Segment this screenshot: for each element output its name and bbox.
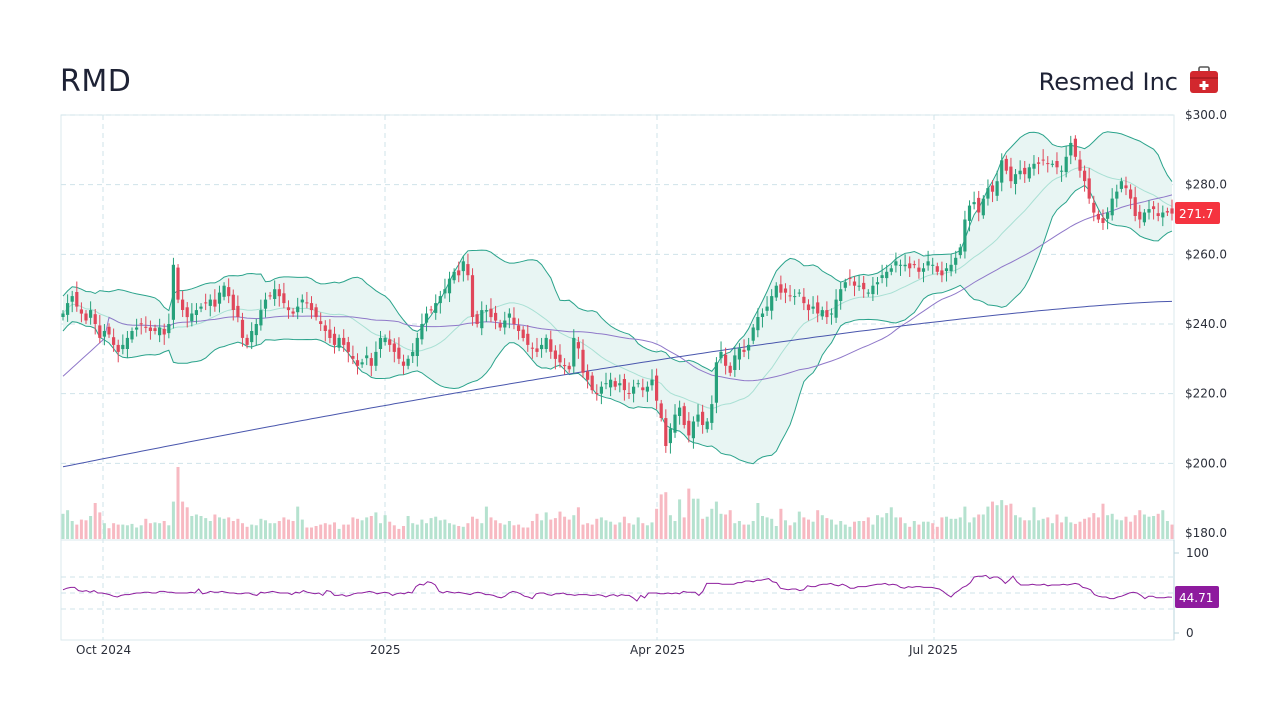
- date-tick-label: Oct 2024: [76, 643, 131, 657]
- price-tick-label: $300.0: [1185, 108, 1227, 122]
- current-rsi-badge: 44.71: [1175, 586, 1219, 608]
- price-tick-label: $200.0: [1185, 456, 1227, 470]
- medical-kit-icon: [1190, 66, 1218, 93]
- date-tick-label: Jul 2025: [908, 643, 958, 657]
- volume-bars: [61, 467, 1174, 539]
- rsi-tick-label: 0: [1186, 626, 1194, 640]
- rsi-panel: [61, 574, 1174, 610]
- svg-text:44.71: 44.71: [1179, 591, 1213, 605]
- svg-text:271.7: 271.7: [1179, 207, 1213, 221]
- rsi-tick-label: 100: [1186, 546, 1209, 560]
- moving-averages: [62, 194, 1173, 468]
- date-tick-label: Apr 2025: [630, 643, 685, 657]
- price-tick-label: $180.0: [1185, 526, 1227, 540]
- current-price-badge: 271.7: [1175, 202, 1220, 224]
- candlesticks: [61, 135, 1174, 454]
- price-tick-label: $240.0: [1185, 317, 1227, 331]
- company-name: Resmed Inc: [1038, 68, 1178, 96]
- bollinger-bands: [62, 131, 1173, 465]
- price-tick-label: $220.0: [1185, 387, 1227, 401]
- price-tick-label: $260.0: [1185, 247, 1227, 261]
- axes: $300.0 $280.0 $260.0 $240.0 $220.0 $200.0 $180…: [76, 108, 1227, 657]
- date-tick-label: 2025: [370, 643, 401, 657]
- ticker-symbol: RMD: [60, 64, 132, 99]
- price-tick-label: $280.0: [1185, 178, 1227, 192]
